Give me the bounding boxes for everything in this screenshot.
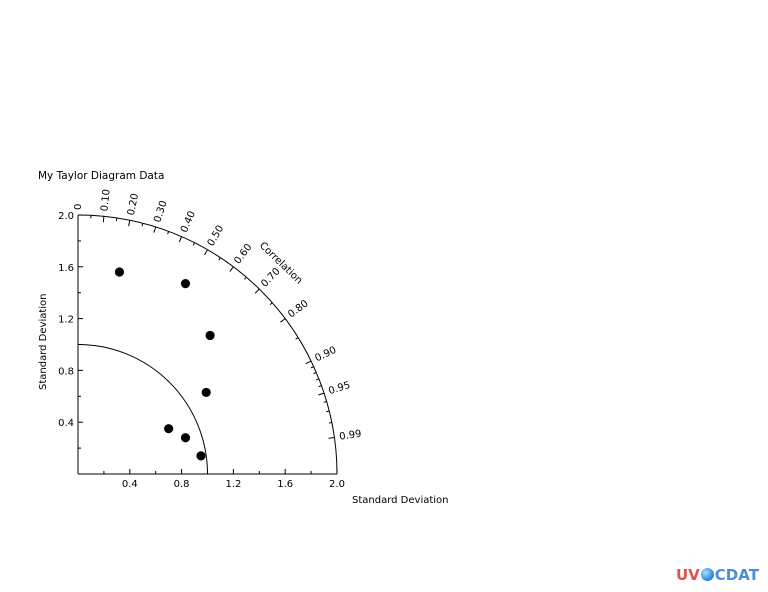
logo-cdat-text: CDAT — [714, 566, 759, 584]
correlation-minor-tick — [326, 410, 330, 413]
correlation-tick — [229, 266, 234, 272]
correlation-minor-tick — [192, 242, 195, 246]
correlation-tick — [254, 288, 260, 294]
data-points — [114, 267, 215, 461]
y-tick-label: 0.4 — [58, 418, 74, 429]
correlation-tick-label: 0.80 — [286, 298, 310, 320]
correlation-tick — [280, 318, 286, 323]
y-tick-label: 2.0 — [58, 211, 74, 222]
correlation-minor-tick — [318, 385, 322, 388]
reference-arc — [77, 344, 208, 475]
outer-arc — [77, 214, 338, 475]
correlation-minor-tick — [323, 401, 327, 403]
correlation-minor-tick — [167, 231, 170, 235]
correlation-minor-tick — [244, 276, 247, 280]
data-point — [180, 279, 191, 289]
correlation-tick-label: 0.60 — [232, 242, 254, 266]
correlation-tick — [178, 236, 183, 243]
correlation-minor-tick — [269, 302, 273, 306]
axes — [77, 214, 338, 475]
chart-title: My Taylor Diagram Data — [38, 170, 164, 182]
x-tick-label: 1.6 — [277, 479, 293, 490]
correlation-tick-label: 0.30 — [152, 199, 169, 224]
correlation-tick-label: 0.95 — [327, 380, 352, 397]
correlation-tick — [102, 216, 105, 223]
globe-icon — [700, 568, 714, 581]
correlation-tick — [305, 360, 312, 365]
correlation-minor-tick — [218, 257, 221, 261]
y-axis-label: Standard Deviation — [38, 293, 49, 390]
correlation-minor-tick — [310, 366, 314, 369]
x-tick-label: 2.0 — [329, 479, 345, 490]
correlation-tick — [153, 226, 157, 233]
correlation-tick-label: 0.99 — [339, 429, 363, 443]
x-tick-label: 0.8 — [174, 479, 190, 490]
x-tick-label: 1.2 — [225, 479, 241, 490]
correlation-tick — [328, 436, 335, 439]
correlation-tick-label: 0 — [73, 204, 84, 210]
correlation-minor-tick — [313, 372, 317, 375]
correlation-tick-label: 0.20 — [126, 193, 141, 217]
y-tick-label: 0.8 — [58, 366, 74, 377]
data-point — [205, 330, 215, 341]
uvcdat-logo: UV CDAT — [676, 566, 759, 584]
logo-uv-text: UV — [676, 566, 700, 584]
data-point — [201, 387, 211, 398]
data-point — [196, 451, 206, 461]
y-tick-label: 1.2 — [58, 315, 74, 326]
data-point — [164, 424, 174, 434]
y-tick-label: 1.6 — [58, 263, 74, 274]
data-point — [114, 267, 125, 277]
correlation-tick-label: 0.50 — [206, 224, 227, 249]
data-point — [180, 433, 191, 443]
correlation-tick-label: 0.90 — [313, 345, 338, 365]
correlation-tick — [128, 220, 131, 227]
x-axis-label: Standard Deviation — [352, 495, 449, 506]
correlation-minor-tick — [295, 337, 299, 340]
correlation-tick-label: 0.10 — [99, 189, 112, 212]
correlation-tick-label: 0.40 — [179, 210, 198, 235]
correlation-tick — [204, 249, 208, 256]
correlation-minor-tick — [315, 378, 320, 381]
correlation-tick — [318, 392, 325, 396]
x-tick-label: 0.4 — [122, 479, 138, 490]
correlation-minor-tick — [141, 223, 144, 227]
correlation-minor-tick — [328, 421, 332, 424]
